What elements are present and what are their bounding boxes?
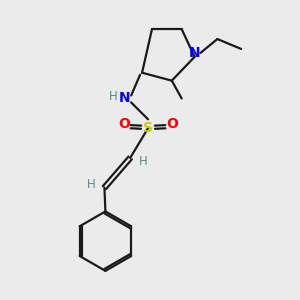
Text: H: H [109,90,118,103]
Text: O: O [167,117,178,131]
Text: H: H [87,178,96,191]
Text: N: N [189,46,200,60]
Text: N: N [118,92,130,106]
Text: H: H [139,155,147,168]
Text: S: S [143,121,153,135]
Text: O: O [118,117,130,131]
